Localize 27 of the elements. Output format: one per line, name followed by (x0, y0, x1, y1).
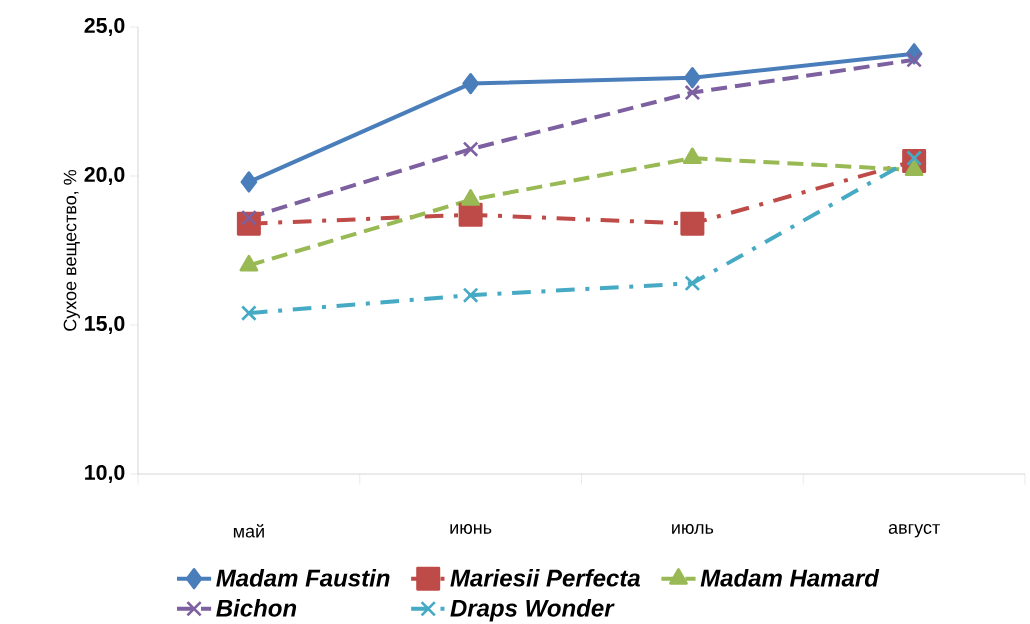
legend-label: Madam Hamard (700, 569, 880, 587)
point (462, 287, 479, 304)
point (462, 73, 479, 95)
point (458, 202, 483, 227)
y-axis-title: Сухое вещество, % (63, 170, 80, 331)
x-tick-label: июнь (450, 524, 492, 535)
y-tick-label: 20,0 (84, 167, 125, 186)
point (240, 171, 258, 193)
point (462, 141, 479, 158)
legend-label: Mariesii Perfecta (450, 569, 640, 587)
x-tick-label: июль (672, 524, 714, 535)
x-tick-label: август (888, 524, 940, 538)
point (906, 51, 923, 68)
x-tick-label: май (233, 524, 264, 538)
y-tick-label: 25,0 (84, 18, 125, 37)
point (906, 150, 923, 167)
legend-label: Draps Wonder (450, 599, 615, 622)
point (240, 305, 257, 322)
point (680, 211, 705, 236)
point (684, 84, 701, 101)
legend-label: Bichon (216, 599, 297, 617)
point (684, 275, 701, 292)
y-tick-label: 10,0 (85, 465, 125, 484)
point (240, 209, 257, 226)
point (684, 67, 701, 89)
y-tick-label: 15,0 (85, 316, 125, 335)
legend-label: Madam Faustin (216, 569, 390, 587)
